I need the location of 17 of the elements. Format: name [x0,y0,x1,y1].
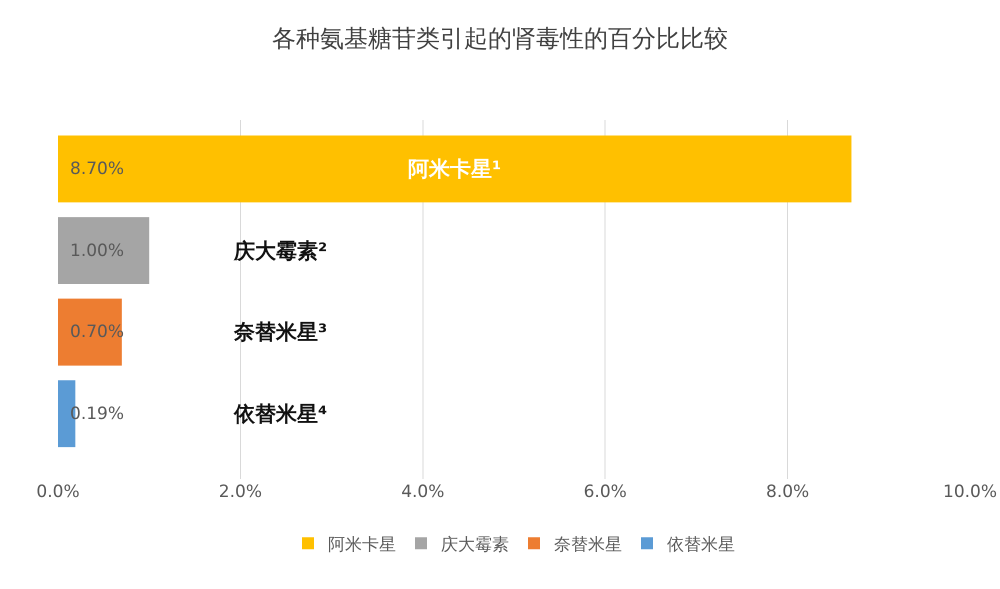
data-label: 8.70% [70,159,124,179]
legend-label: 奈替米星 [554,534,622,555]
y-tick-label: 庆大霉素² [233,239,328,263]
y-tick-label: 依替米星⁴ [233,402,328,426]
x-tick-label: 6.0% [584,482,627,502]
x-tick-label: 2.0% [218,482,262,502]
x-tick-label: 4.0% [401,482,444,502]
legend-label: 依替米星 [667,534,735,555]
chart-title: 各种氨基糖苷类引起的肾毒性的百分比比较 [272,24,728,52]
x-tick-label: 8.0% [766,482,810,502]
legend-label: 阿米卡星 [328,534,396,555]
y-tick-label: 奈替米星³ [233,320,328,344]
y-tick-label: 阿米卡星¹ [408,157,502,181]
x-tick-label: 10.0% [942,482,998,502]
data-label: 1.00% [70,241,124,261]
legend-label: 庆大霉素 [441,534,509,555]
x-tick-label: 0.0% [36,482,80,502]
